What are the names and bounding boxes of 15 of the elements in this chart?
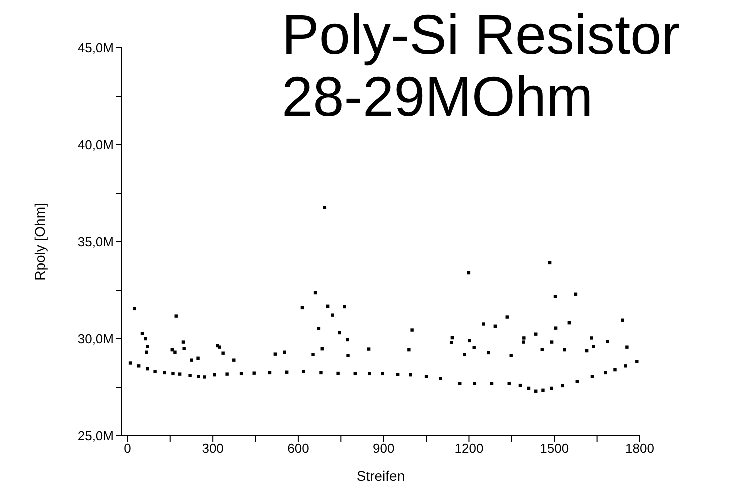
chart-title: Poly-Si Resistor 28-29MOhm — [282, 3, 682, 128]
x-tick-label: 300 — [202, 441, 224, 456]
x-tick-label: 1200 — [454, 441, 484, 456]
y-tick-label: 45,0M — [78, 40, 114, 56]
y-tick-label: 30,0M — [78, 332, 114, 347]
x-tick-label: 900 — [372, 441, 395, 456]
y-tick-label: 35,0M — [78, 234, 114, 250]
y-axis-title: Rpoly [Ohm] — [32, 203, 48, 281]
x-tick-label: 1800 — [626, 441, 654, 456]
x-axis-title: Streifen — [356, 468, 406, 484]
y-tick-label: 25,0M — [78, 428, 114, 444]
x-tick-label: 0 — [124, 441, 132, 456]
x-tick-label: 600 — [288, 441, 310, 456]
x-tick-label: 1500 — [540, 441, 570, 456]
y-tick-label: 40,0M — [78, 138, 114, 153]
